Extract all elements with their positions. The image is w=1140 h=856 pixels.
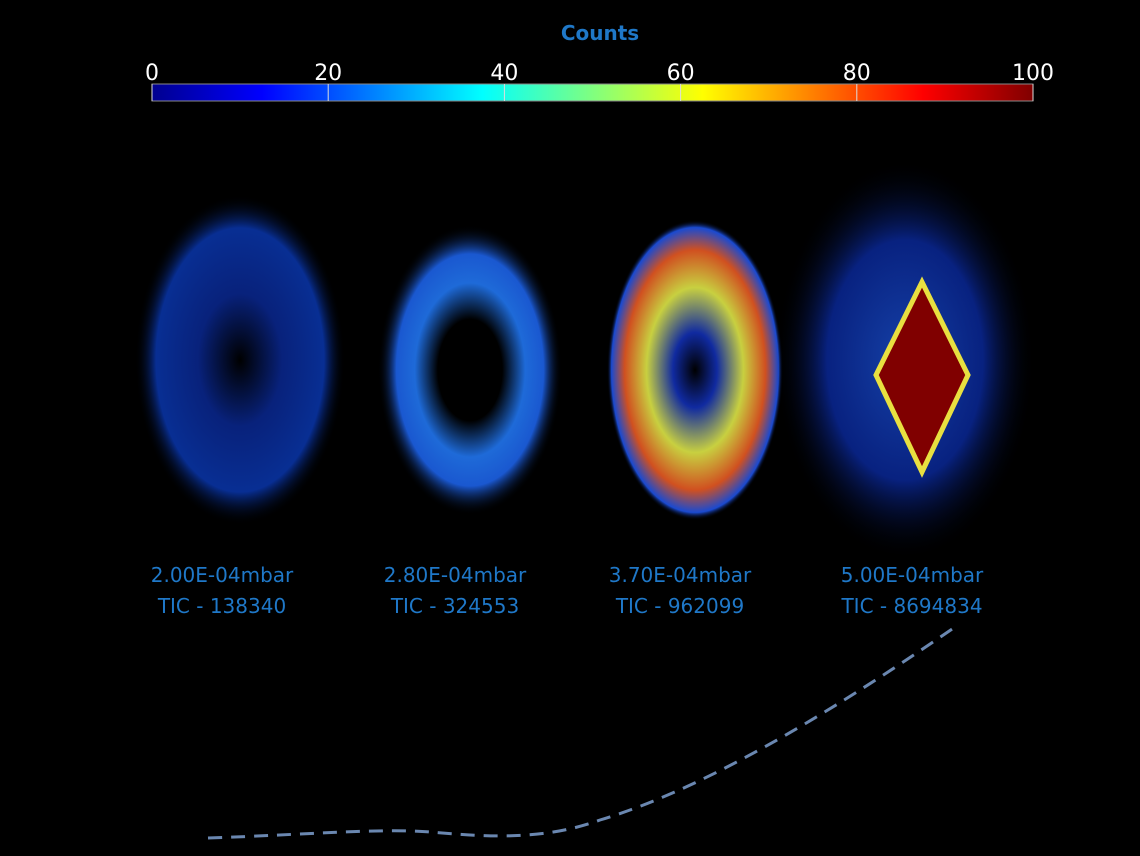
tic-label: TIC - 8694834 <box>840 594 982 618</box>
image-3 <box>607 220 783 520</box>
dashed-curve <box>208 625 958 838</box>
pressure-label: 3.70E-04mbar <box>609 563 752 587</box>
tic-label: TIC - 962099 <box>615 594 744 618</box>
colorbar-tick-label: 40 <box>490 61 518 86</box>
image-2 <box>378 225 562 515</box>
pressure-label: 2.00E-04mbar <box>151 563 294 587</box>
image-1 <box>135 195 345 525</box>
colorbar-tick-label: 80 <box>843 61 871 86</box>
pressure-label: 5.00E-04mbar <box>841 563 984 587</box>
colorbar-title: Counts <box>561 21 639 45</box>
colorbar <box>152 84 1033 101</box>
colorbar-tick-label: 100 <box>1012 61 1054 86</box>
tic-label: TIC - 324553 <box>390 594 519 618</box>
images <box>135 160 1035 560</box>
pressure-label: 2.80E-04mbar <box>384 563 527 587</box>
tic-label: TIC - 138340 <box>157 594 286 618</box>
figure: Counts 0 20 40 60 80 100 2.00E-04mbar TIC - 138… <box>0 0 1140 856</box>
colorbar-tick-label: 20 <box>314 61 342 86</box>
colorbar-tick-label: 0 <box>145 61 159 86</box>
colorbar-tick-label: 60 <box>667 61 695 86</box>
